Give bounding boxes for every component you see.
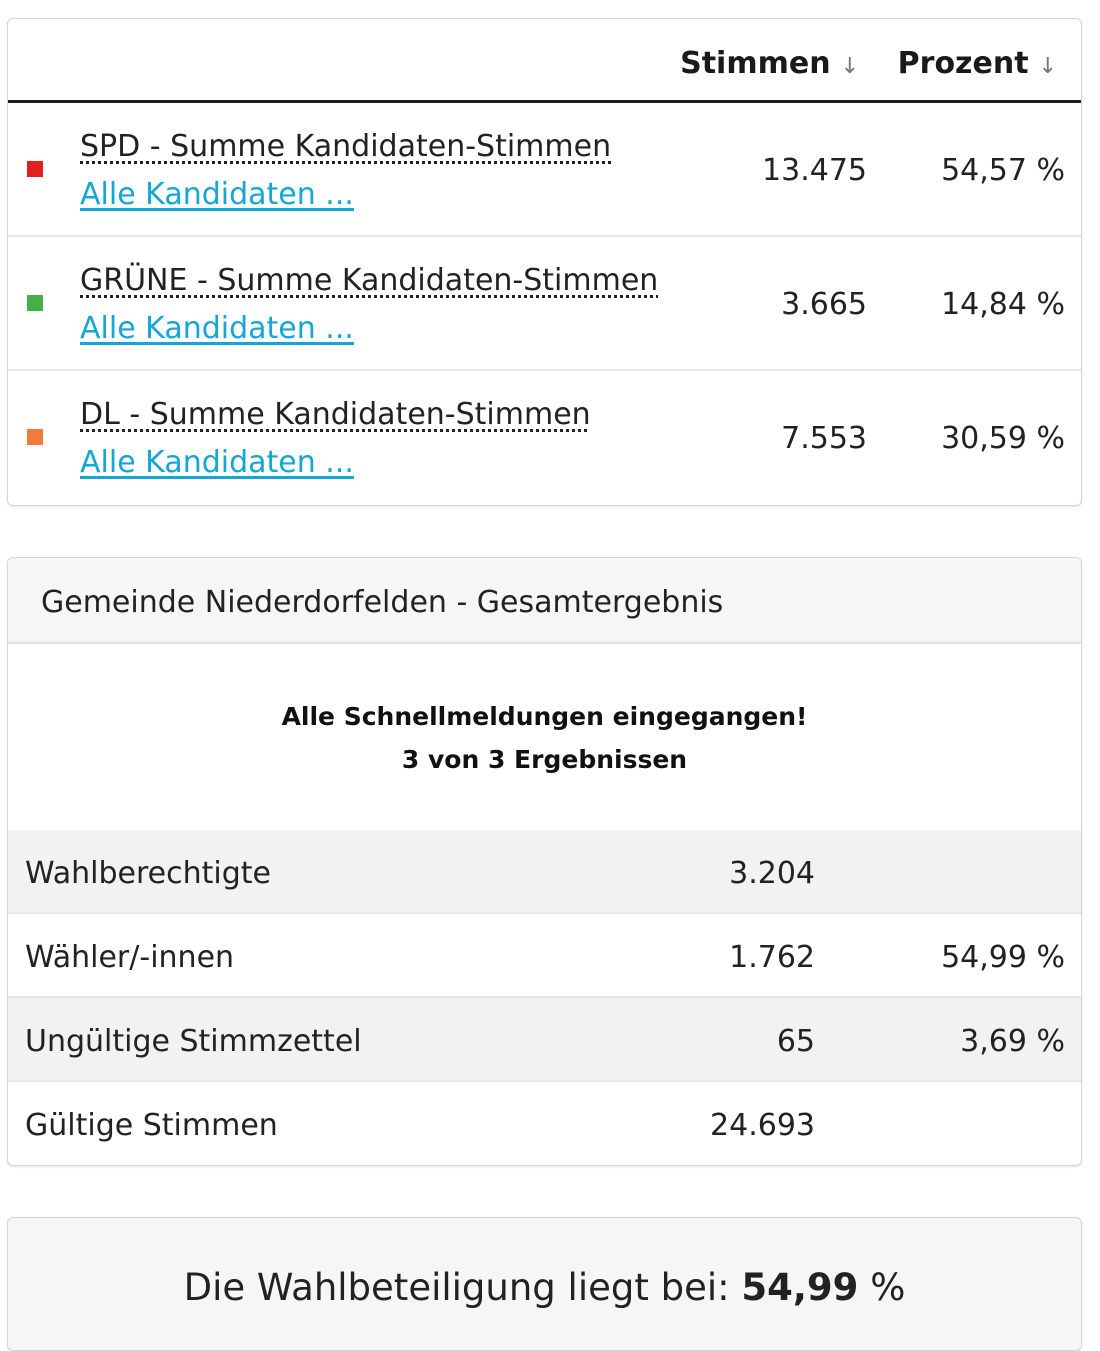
party-percent: 54,57 %: [941, 153, 1065, 188]
turnout-prefix: Die Wahlbeteiligung liegt bei:: [183, 1266, 742, 1309]
turnout-card: Die Wahlbeteiligung liegt bei: 54,99 %: [7, 1217, 1082, 1351]
totals-title: Gemeinde Niederdorfelden - Gesamtergebni…: [41, 585, 724, 620]
party-results-card: Stimmen ↓ Prozent ↓ SPD - Summe Kandidaten…: [7, 18, 1082, 506]
percent-column-label: Prozent: [897, 46, 1029, 81]
party-color-swatch-icon: [27, 429, 43, 445]
turnout-suffix: %: [858, 1266, 906, 1309]
sort-arrow-down-icon: ↓: [840, 54, 859, 79]
party-color-swatch-icon: [27, 161, 43, 177]
all-candidates-link[interactable]: Alle Kandidaten ...: [80, 177, 354, 212]
stat-value: 3.204: [729, 856, 815, 891]
status-message: Alle Schnellmeldungen eingegangen!: [281, 702, 808, 731]
totals-card-header: Gemeinde Niederdorfelden - Gesamtergebni…: [8, 558, 1081, 644]
turnout-text: Die Wahlbeteiligung liegt bei: 54,99 %: [8, 1266, 1081, 1309]
stat-percent: 3,69 %: [960, 1024, 1065, 1059]
stat-label: Wähler/-innen: [25, 940, 235, 975]
stat-label: Ungültige Stimmzettel: [25, 1024, 362, 1059]
stat-percent: 54,99 %: [941, 940, 1065, 975]
results-table-header: Stimmen ↓ Prozent ↓: [8, 19, 1081, 103]
results-count: 3 von 3 Ergebnissen: [401, 745, 688, 774]
stat-row-eligible-voters: Wahlberechtigte 3.204: [8, 830, 1081, 914]
stat-value: 65: [776, 1024, 815, 1059]
all-candidates-link[interactable]: Alle Kandidaten ...: [80, 445, 354, 480]
sort-arrow-down-icon: ↓: [1038, 54, 1057, 79]
party-row-spd: SPD - Summe Kandidaten-Stimmen Alle Kand…: [8, 103, 1081, 237]
party-votes: 13.475: [762, 153, 867, 188]
all-candidates-link[interactable]: Alle Kandidaten ...: [80, 311, 354, 346]
party-color-swatch-icon: [27, 295, 43, 311]
stat-value: 1.762: [729, 940, 815, 975]
turnout-value: 54,99: [741, 1266, 859, 1309]
party-row-dl: DL - Summe Kandidaten-Stimmen Alle Kandi…: [8, 371, 1081, 505]
stat-label: Gültige Stimmen: [25, 1108, 278, 1143]
stat-value: 24.693: [710, 1108, 815, 1143]
party-percent: 14,84 %: [941, 287, 1065, 322]
stat-row-voters: Wähler/-innen 1.762 54,99 %: [8, 914, 1081, 998]
party-row-gruene: GRÜNE - Summe Kandidaten-Stimmen Alle Ka…: [8, 237, 1081, 371]
party-votes: 3.665: [781, 287, 867, 322]
party-title: SPD - Summe Kandidaten-Stimmen: [80, 129, 612, 164]
stat-label: Wahlberechtigte: [25, 856, 271, 891]
party-votes: 7.553: [781, 421, 867, 456]
totals-card: Gemeinde Niederdorfelden - Gesamtergebni…: [7, 557, 1082, 1166]
sort-by-votes-header[interactable]: Stimmen ↓: [680, 46, 859, 81]
stat-row-invalid-ballots: Ungültige Stimmzettel 65 3,69 %: [8, 998, 1081, 1082]
report-status: Alle Schnellmeldungen eingegangen! 3 von…: [8, 644, 1081, 830]
party-percent: 30,59 %: [941, 421, 1065, 456]
votes-column-label: Stimmen: [680, 46, 831, 81]
stat-row-valid-votes: Gültige Stimmen 24.693: [8, 1082, 1081, 1165]
party-title: DL - Summe Kandidaten-Stimmen: [80, 397, 591, 432]
sort-by-percent-header[interactable]: Prozent ↓: [898, 46, 1057, 81]
party-title: GRÜNE - Summe Kandidaten-Stimmen: [80, 263, 659, 298]
